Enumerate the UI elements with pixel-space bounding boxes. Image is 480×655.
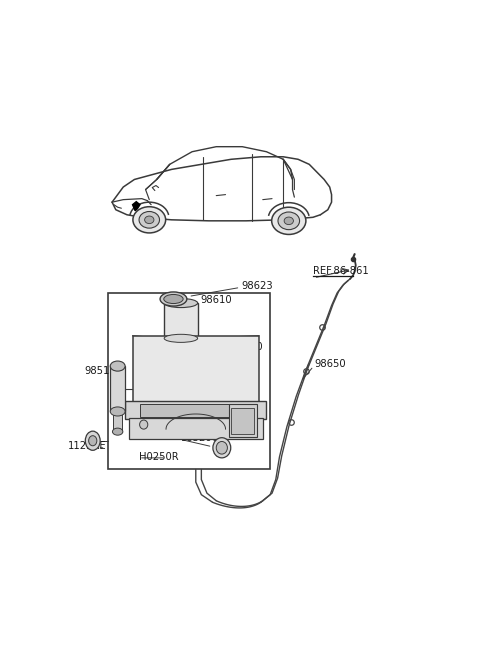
Text: 1125AE: 1125AE xyxy=(67,441,106,451)
Ellipse shape xyxy=(112,428,123,435)
Ellipse shape xyxy=(213,438,231,458)
Bar xyxy=(140,404,252,417)
Bar xyxy=(108,293,270,470)
Bar xyxy=(132,336,259,404)
Ellipse shape xyxy=(272,207,306,234)
Ellipse shape xyxy=(164,334,198,343)
Ellipse shape xyxy=(139,212,159,228)
Ellipse shape xyxy=(278,212,300,230)
Bar xyxy=(110,366,125,411)
Ellipse shape xyxy=(133,207,166,233)
Bar xyxy=(229,404,257,437)
Text: 98650: 98650 xyxy=(315,358,347,369)
Ellipse shape xyxy=(244,420,252,429)
Text: 98520C: 98520C xyxy=(180,433,219,443)
Ellipse shape xyxy=(284,217,293,225)
Text: REF.86-861: REF.86-861 xyxy=(313,267,369,276)
Ellipse shape xyxy=(89,436,97,446)
Ellipse shape xyxy=(164,295,183,303)
Ellipse shape xyxy=(110,361,125,371)
Ellipse shape xyxy=(85,431,100,450)
Ellipse shape xyxy=(144,216,154,223)
Bar xyxy=(231,408,254,434)
Bar xyxy=(129,417,263,440)
Text: 98510A: 98510A xyxy=(84,366,123,376)
Ellipse shape xyxy=(110,407,125,416)
Bar xyxy=(164,303,198,339)
Ellipse shape xyxy=(140,420,148,429)
Text: H0250R: H0250R xyxy=(139,452,179,462)
Text: 98623: 98623 xyxy=(241,281,273,291)
Bar xyxy=(125,402,266,419)
Text: 98620: 98620 xyxy=(231,342,263,352)
Ellipse shape xyxy=(160,292,187,306)
Text: 98610: 98610 xyxy=(201,295,232,305)
Polygon shape xyxy=(132,202,140,211)
Bar xyxy=(113,411,122,432)
Ellipse shape xyxy=(164,299,198,308)
Ellipse shape xyxy=(216,441,228,454)
